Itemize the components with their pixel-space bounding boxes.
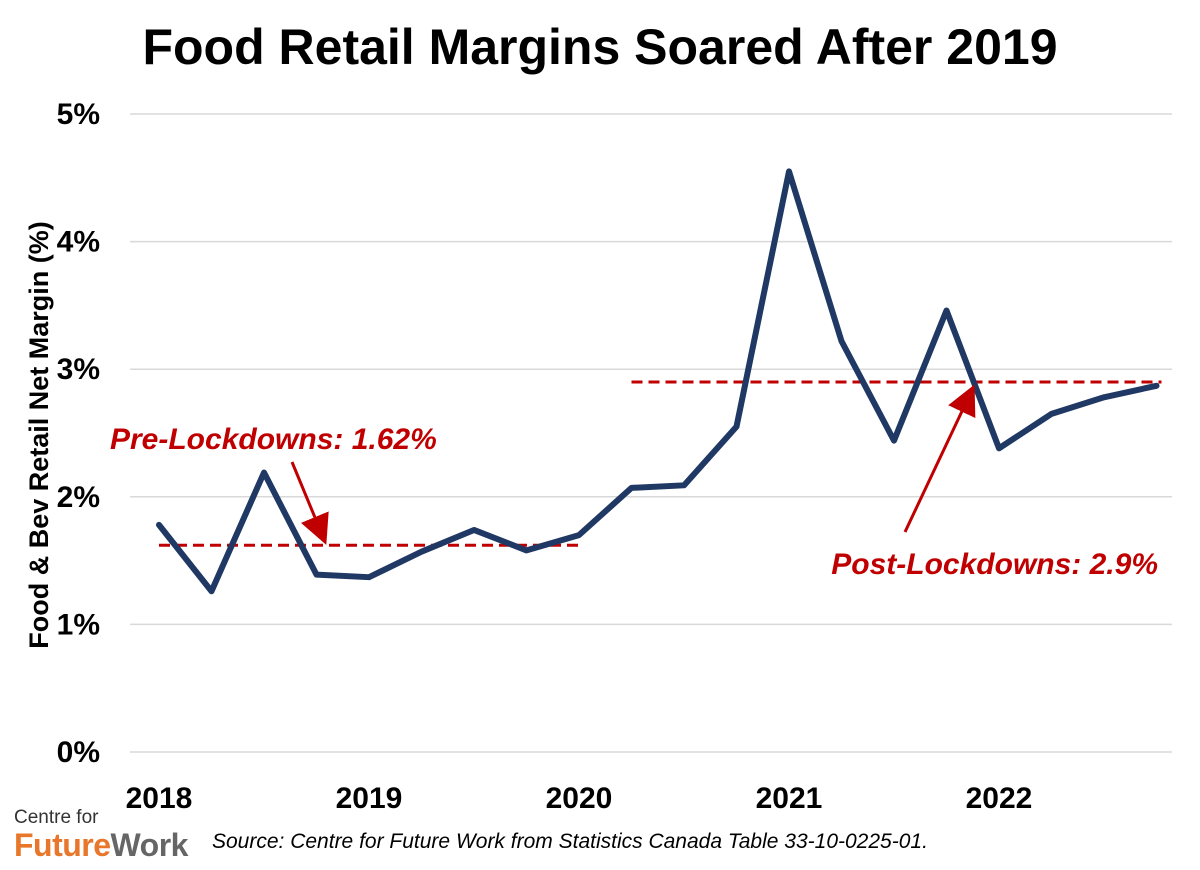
y-tick-label: 3% xyxy=(57,353,100,386)
logo-future: Future xyxy=(14,827,111,863)
chart-title: Food Retail Margins Soared After 2019 xyxy=(142,19,1058,75)
y-axis-label: Food & Bev Retail Net Margin (%) xyxy=(24,221,54,649)
annotation-post-lockdowns: Post-Lockdowns: 2.9% xyxy=(831,548,1158,581)
x-tick-label: 2018 xyxy=(126,782,193,815)
y-tick-label: 1% xyxy=(57,608,100,641)
x-tick-label: 2020 xyxy=(546,782,613,815)
logo-top-text: Centre for xyxy=(14,807,99,828)
y-tick-label: 5% xyxy=(57,98,100,131)
y-tick-label: 2% xyxy=(57,481,100,514)
arrow-post-lockdowns xyxy=(903,384,976,533)
logo-bottom-text: FutureWork xyxy=(14,828,204,862)
source-note: Source: Centre for Future Work from Stat… xyxy=(212,830,928,853)
x-tick-label: 2022 xyxy=(966,782,1033,815)
logo: Centre for FutureWork xyxy=(14,807,204,863)
y-tick-label: 4% xyxy=(57,226,100,259)
y-tick-label: 0% xyxy=(57,736,100,769)
annotations: Pre-Lockdowns: 1.62% Post-Lockdowns: 2.9% xyxy=(110,384,1158,581)
x-axis-ticks: 2018 2019 2020 2021 2022 xyxy=(126,782,1033,815)
gridlines xyxy=(130,113,1172,753)
reference-lines xyxy=(159,380,1162,547)
series-line xyxy=(156,168,1160,595)
x-tick-label: 2021 xyxy=(756,782,823,815)
y-axis-ticks: 0% 1% 2% 3% 4% 5% xyxy=(57,98,100,769)
logo-work: Work xyxy=(110,827,189,863)
series-lines xyxy=(156,168,1160,595)
annotation-pre-lockdowns: Pre-Lockdowns: 1.62% xyxy=(110,423,437,456)
x-tick-label: 2019 xyxy=(336,782,403,815)
arrow-pre-lockdowns xyxy=(290,461,329,545)
